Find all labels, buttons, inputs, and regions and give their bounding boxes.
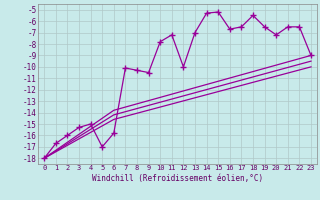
X-axis label: Windchill (Refroidissement éolien,°C): Windchill (Refroidissement éolien,°C) bbox=[92, 174, 263, 183]
